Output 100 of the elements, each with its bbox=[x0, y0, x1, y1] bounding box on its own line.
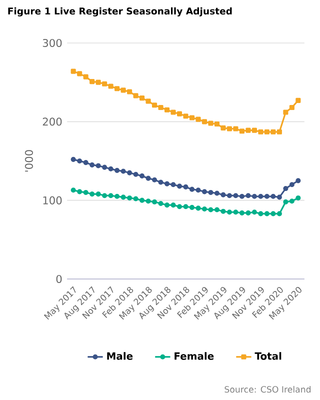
point bbox=[246, 128, 251, 133]
point bbox=[214, 121, 220, 127]
point bbox=[140, 96, 145, 101]
legend-label: Total bbox=[254, 352, 282, 360]
point bbox=[183, 114, 188, 119]
point bbox=[189, 186, 195, 192]
point bbox=[102, 81, 108, 86]
point bbox=[83, 190, 88, 195]
point bbox=[196, 188, 201, 193]
point bbox=[102, 164, 108, 170]
y-tick-label: 0 bbox=[56, 274, 62, 284]
point bbox=[239, 194, 244, 199]
point bbox=[276, 211, 282, 216]
point bbox=[158, 200, 164, 206]
point bbox=[289, 198, 294, 204]
point bbox=[252, 194, 257, 199]
point bbox=[226, 210, 232, 215]
point bbox=[120, 194, 126, 200]
point bbox=[258, 129, 264, 134]
y-tick-label: 200 bbox=[42, 118, 62, 126]
point bbox=[70, 188, 76, 193]
point bbox=[77, 71, 82, 76]
point bbox=[164, 202, 170, 208]
point bbox=[96, 192, 101, 197]
point bbox=[233, 126, 238, 132]
point bbox=[289, 104, 294, 110]
point bbox=[189, 115, 195, 120]
legend-label: Female bbox=[174, 352, 214, 360]
point bbox=[196, 206, 201, 211]
point bbox=[120, 168, 126, 174]
y-tick-label: 300 bbox=[42, 38, 62, 48]
point bbox=[296, 98, 301, 103]
point bbox=[246, 210, 251, 216]
point bbox=[158, 180, 164, 185]
point bbox=[208, 120, 214, 126]
point bbox=[226, 193, 232, 198]
point bbox=[239, 210, 244, 216]
point bbox=[246, 193, 251, 198]
point bbox=[146, 176, 151, 181]
point bbox=[270, 211, 276, 216]
point bbox=[77, 158, 82, 164]
point bbox=[127, 89, 132, 94]
point bbox=[140, 173, 145, 178]
y-axis-title: '000 bbox=[24, 150, 33, 172]
point bbox=[276, 129, 282, 134]
point bbox=[220, 192, 226, 198]
point bbox=[140, 198, 145, 203]
point bbox=[214, 190, 220, 196]
point bbox=[183, 204, 188, 210]
point bbox=[283, 199, 288, 204]
point bbox=[183, 184, 188, 190]
point bbox=[296, 195, 301, 200]
point bbox=[239, 128, 244, 134]
point bbox=[114, 168, 120, 173]
point bbox=[176, 184, 182, 189]
point bbox=[70, 68, 76, 74]
point bbox=[133, 93, 138, 98]
point bbox=[283, 186, 288, 192]
point bbox=[96, 80, 101, 85]
point bbox=[270, 129, 276, 134]
point bbox=[252, 210, 257, 215]
point bbox=[108, 84, 114, 89]
point bbox=[202, 189, 208, 194]
point bbox=[264, 194, 270, 199]
point bbox=[258, 211, 264, 216]
point bbox=[208, 207, 214, 212]
point bbox=[296, 178, 301, 184]
point bbox=[108, 166, 114, 172]
point bbox=[270, 194, 276, 199]
point bbox=[83, 160, 88, 166]
point bbox=[170, 110, 176, 115]
point bbox=[158, 104, 164, 110]
point bbox=[252, 128, 257, 133]
point bbox=[202, 119, 208, 124]
point bbox=[120, 88, 126, 93]
point bbox=[96, 163, 101, 168]
point bbox=[170, 182, 176, 188]
point bbox=[264, 129, 270, 134]
point bbox=[133, 196, 138, 202]
point bbox=[189, 204, 195, 210]
point bbox=[146, 98, 151, 104]
point bbox=[176, 111, 182, 116]
point bbox=[233, 193, 238, 198]
point bbox=[283, 110, 288, 115]
point bbox=[258, 194, 264, 199]
chart-title: Figure 1 Live Register Seasonally Adjusted bbox=[8, 7, 232, 16]
point bbox=[152, 177, 158, 182]
point bbox=[102, 193, 108, 198]
point bbox=[108, 193, 114, 198]
point bbox=[276, 194, 282, 200]
point bbox=[90, 192, 95, 197]
point bbox=[90, 79, 95, 84]
y-tick-label: 100 bbox=[43, 196, 62, 204]
point bbox=[264, 211, 270, 216]
point bbox=[202, 206, 208, 212]
point bbox=[83, 74, 88, 80]
point bbox=[170, 202, 176, 208]
point bbox=[146, 198, 151, 204]
point bbox=[176, 204, 182, 210]
point bbox=[152, 199, 158, 204]
